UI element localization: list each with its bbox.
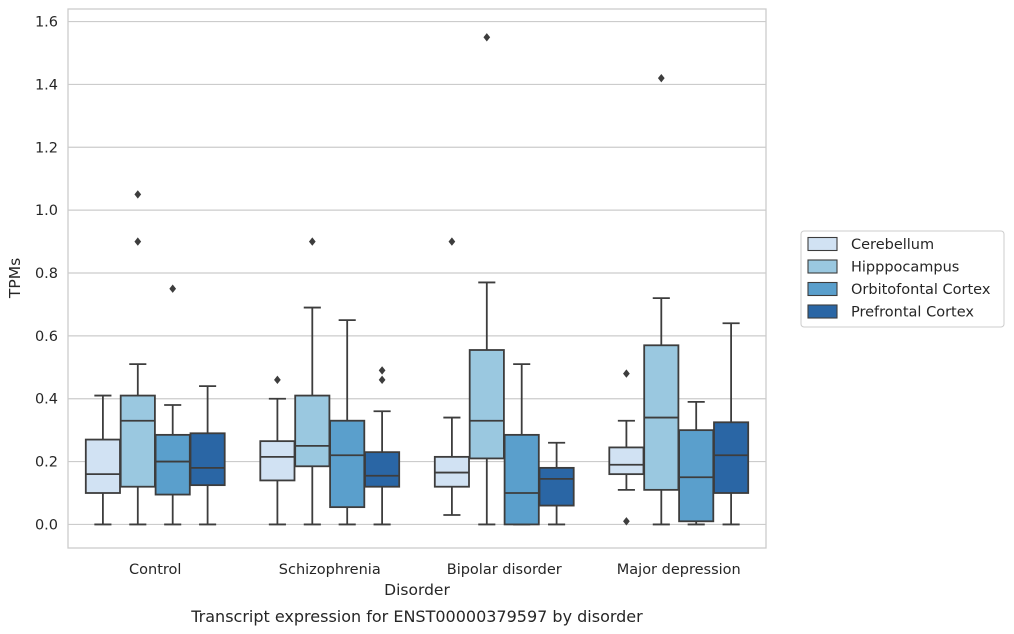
y-tick-label: 1.0 [35, 203, 58, 219]
outlier-point [623, 369, 630, 378]
x-axis-label: Disorder [384, 581, 450, 599]
plot-frame [67, 8, 767, 549]
x-tick-label: Major depression [617, 562, 741, 578]
outlier-point [448, 237, 456, 246]
x-tick-label: Schizophrenia [279, 562, 381, 578]
box-body [468, 349, 505, 460]
legend: Cerebellum Hipppocampus Orbitofontal Corte… [800, 230, 1005, 328]
outlier-point [274, 375, 281, 385]
outlier-point [134, 237, 142, 246]
y-tick-label: 0.2 [35, 455, 58, 471]
box-body [259, 440, 296, 482]
box-body [154, 433, 191, 496]
box-group [119, 190, 156, 526]
outlier-point [657, 73, 665, 83]
box-body [678, 429, 715, 523]
y-tick-label: 0.4 [35, 392, 58, 408]
legend-swatch [807, 304, 838, 319]
y-tick-label: 0.0 [35, 517, 58, 533]
legend-label: Cerebellum [851, 237, 934, 253]
box-group [154, 284, 191, 526]
box-body [364, 451, 401, 488]
box-body [713, 421, 750, 494]
box-group [678, 400, 715, 526]
box-group [538, 441, 575, 526]
box-group [608, 369, 645, 526]
box-group [503, 363, 540, 526]
y-axis-label: TPMs [6, 258, 24, 299]
y-tick-labels: 0.0 0.2 0.4 0.6 0.8 1.0 1.2 1.4 1.6 [35, 15, 58, 534]
box-group [294, 237, 331, 526]
box-body [538, 466, 575, 507]
box-body [608, 446, 645, 476]
outlier-point [169, 284, 177, 293]
legend-swatch [807, 281, 838, 297]
box-group [189, 385, 226, 526]
box-group [84, 394, 121, 526]
y-tick-label: 1.4 [35, 77, 58, 93]
box-group [433, 237, 470, 516]
figure-caption: Transcript expression for ENST0000037959… [190, 607, 643, 626]
box-group [713, 322, 750, 526]
box-group [329, 319, 366, 526]
x-tick-labels: Control Schizophrenia Bipolar disorder Majo… [129, 562, 741, 578]
y-tick-label: 1.6 [35, 15, 58, 31]
outlier-point [378, 366, 386, 375]
outlier-point [308, 237, 316, 246]
box-body [294, 394, 331, 468]
box-group [468, 33, 505, 526]
legend-label: Orbitofontal Cortex [851, 282, 991, 298]
box-body [189, 432, 226, 487]
y-tick-label: 0.6 [35, 329, 58, 345]
y-tick-label: 0.8 [35, 266, 58, 282]
box-body [329, 419, 366, 509]
legend-swatch [807, 259, 838, 274]
legend-swatch [807, 236, 838, 252]
outlier-point [378, 375, 386, 385]
outlier-point [623, 517, 630, 526]
box-body [84, 438, 121, 494]
box-body [119, 394, 156, 488]
box-body [503, 433, 540, 526]
legend-label: Prefrontal Cortex [851, 305, 974, 321]
x-tick-label: Control [129, 562, 181, 578]
legend-label: Hipppocampus [851, 260, 959, 276]
box-group [643, 73, 680, 526]
box-group [364, 366, 401, 526]
box-series [84, 33, 750, 526]
x-tick-label: Bipolar disorder [447, 562, 562, 578]
box-group [259, 375, 296, 526]
y-tick-label: 1.2 [35, 140, 58, 156]
legend-frame [800, 230, 1005, 328]
outlier-point [134, 190, 142, 199]
outlier-point [483, 33, 491, 42]
